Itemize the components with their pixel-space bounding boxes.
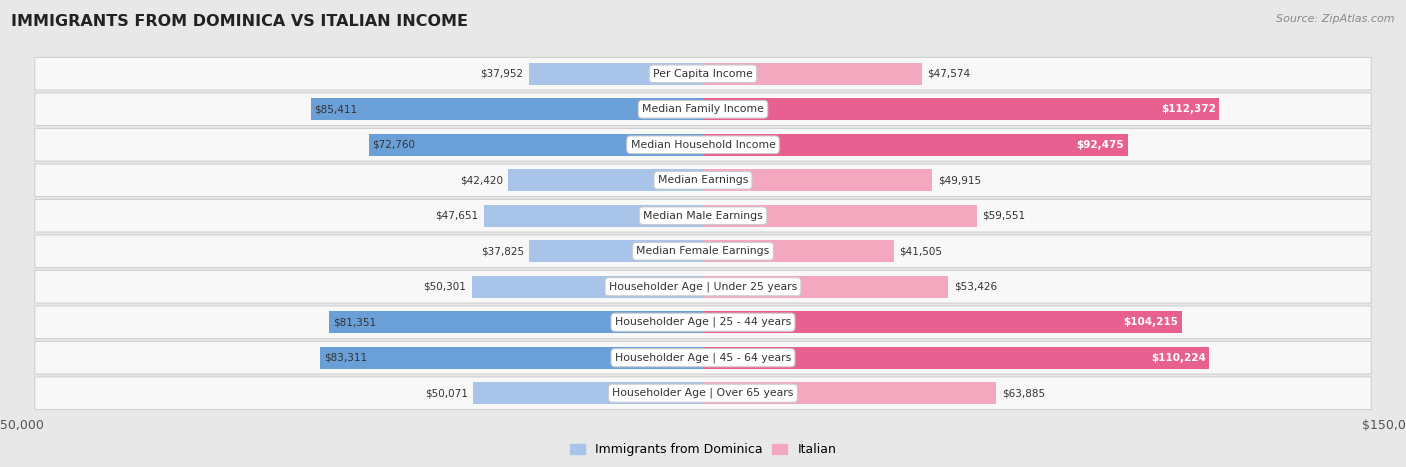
Text: Median Female Earnings: Median Female Earnings: [637, 246, 769, 256]
Bar: [508, 169, 703, 191]
FancyBboxPatch shape: [35, 341, 1371, 374]
FancyBboxPatch shape: [35, 128, 1371, 161]
FancyBboxPatch shape: [35, 270, 1371, 303]
Bar: [703, 63, 921, 85]
Bar: [703, 98, 1219, 120]
Text: $92,475: $92,475: [1077, 140, 1125, 150]
FancyBboxPatch shape: [35, 235, 1371, 268]
FancyBboxPatch shape: [35, 164, 1371, 197]
Text: $37,952: $37,952: [479, 69, 523, 79]
Text: $50,301: $50,301: [423, 282, 467, 292]
Text: $72,760: $72,760: [373, 140, 415, 150]
Text: $49,915: $49,915: [938, 175, 981, 185]
Text: $110,224: $110,224: [1152, 353, 1206, 363]
Bar: [472, 276, 703, 298]
Text: $104,215: $104,215: [1123, 317, 1178, 327]
Legend: Immigrants from Dominica, Italian: Immigrants from Dominica, Italian: [565, 439, 841, 461]
Text: Median Earnings: Median Earnings: [658, 175, 748, 185]
Text: IMMIGRANTS FROM DOMINICA VS ITALIAN INCOME: IMMIGRANTS FROM DOMINICA VS ITALIAN INCO…: [11, 14, 468, 29]
Bar: [329, 311, 703, 333]
Bar: [311, 98, 703, 120]
Text: $50,071: $50,071: [425, 388, 468, 398]
Text: Median Family Income: Median Family Income: [643, 104, 763, 114]
Text: Householder Age | Under 25 years: Householder Age | Under 25 years: [609, 282, 797, 292]
Text: $53,426: $53,426: [953, 282, 997, 292]
Bar: [703, 205, 977, 227]
Text: Source: ZipAtlas.com: Source: ZipAtlas.com: [1277, 14, 1395, 24]
Bar: [472, 382, 703, 404]
Bar: [368, 134, 703, 156]
Bar: [703, 382, 997, 404]
Bar: [484, 205, 703, 227]
FancyBboxPatch shape: [35, 57, 1371, 90]
Bar: [529, 63, 703, 85]
FancyBboxPatch shape: [35, 93, 1371, 126]
Bar: [321, 347, 703, 369]
Bar: [703, 276, 949, 298]
Text: Per Capita Income: Per Capita Income: [652, 69, 754, 79]
Text: Median Male Earnings: Median Male Earnings: [643, 211, 763, 221]
Bar: [703, 311, 1181, 333]
Text: $47,651: $47,651: [436, 211, 478, 221]
Text: $85,411: $85,411: [314, 104, 357, 114]
Text: $47,574: $47,574: [927, 69, 970, 79]
Bar: [703, 347, 1209, 369]
Text: $41,505: $41,505: [900, 246, 942, 256]
Bar: [703, 134, 1128, 156]
Text: $83,311: $83,311: [323, 353, 367, 363]
Bar: [703, 169, 932, 191]
Bar: [529, 240, 703, 262]
Text: $81,351: $81,351: [333, 317, 375, 327]
FancyBboxPatch shape: [35, 377, 1371, 410]
Text: Householder Age | 45 - 64 years: Householder Age | 45 - 64 years: [614, 353, 792, 363]
FancyBboxPatch shape: [35, 306, 1371, 339]
Text: $59,551: $59,551: [981, 211, 1025, 221]
Text: $63,885: $63,885: [1002, 388, 1045, 398]
Bar: [703, 240, 894, 262]
FancyBboxPatch shape: [35, 199, 1371, 232]
Text: $42,420: $42,420: [460, 175, 503, 185]
Text: Median Household Income: Median Household Income: [630, 140, 776, 150]
Text: Householder Age | 25 - 44 years: Householder Age | 25 - 44 years: [614, 317, 792, 327]
Text: $37,825: $37,825: [481, 246, 524, 256]
Text: Householder Age | Over 65 years: Householder Age | Over 65 years: [612, 388, 794, 398]
Text: $112,372: $112,372: [1161, 104, 1216, 114]
